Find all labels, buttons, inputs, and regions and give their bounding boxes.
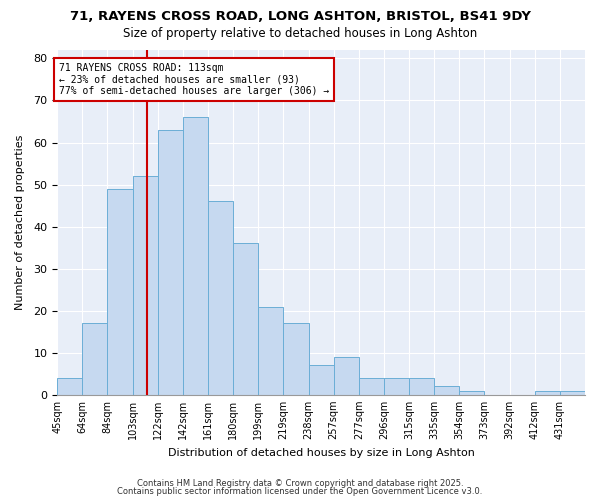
Bar xyxy=(359,378,384,395)
Bar xyxy=(535,390,560,395)
Text: Size of property relative to detached houses in Long Ashton: Size of property relative to detached ho… xyxy=(123,28,477,40)
Bar xyxy=(434,386,460,395)
Bar xyxy=(208,202,233,395)
Bar xyxy=(460,390,484,395)
Bar xyxy=(158,130,183,395)
Bar xyxy=(334,357,359,395)
Bar xyxy=(560,390,585,395)
X-axis label: Distribution of detached houses by size in Long Ashton: Distribution of detached houses by size … xyxy=(167,448,475,458)
Bar xyxy=(183,118,208,395)
Bar xyxy=(409,378,434,395)
Bar xyxy=(233,244,258,395)
Text: 71 RAYENS CROSS ROAD: 113sqm
← 23% of detached houses are smaller (93)
77% of se: 71 RAYENS CROSS ROAD: 113sqm ← 23% of de… xyxy=(59,62,329,96)
Bar xyxy=(57,378,82,395)
Bar xyxy=(133,176,158,395)
Text: Contains public sector information licensed under the Open Government Licence v3: Contains public sector information licen… xyxy=(118,487,482,496)
Bar xyxy=(258,306,283,395)
Bar xyxy=(384,378,409,395)
Bar xyxy=(283,324,308,395)
Bar xyxy=(107,189,133,395)
Text: 71, RAYENS CROSS ROAD, LONG ASHTON, BRISTOL, BS41 9DY: 71, RAYENS CROSS ROAD, LONG ASHTON, BRIS… xyxy=(70,10,530,23)
Text: Contains HM Land Registry data © Crown copyright and database right 2025.: Contains HM Land Registry data © Crown c… xyxy=(137,478,463,488)
Bar xyxy=(308,366,334,395)
Bar xyxy=(82,324,107,395)
Y-axis label: Number of detached properties: Number of detached properties xyxy=(15,134,25,310)
